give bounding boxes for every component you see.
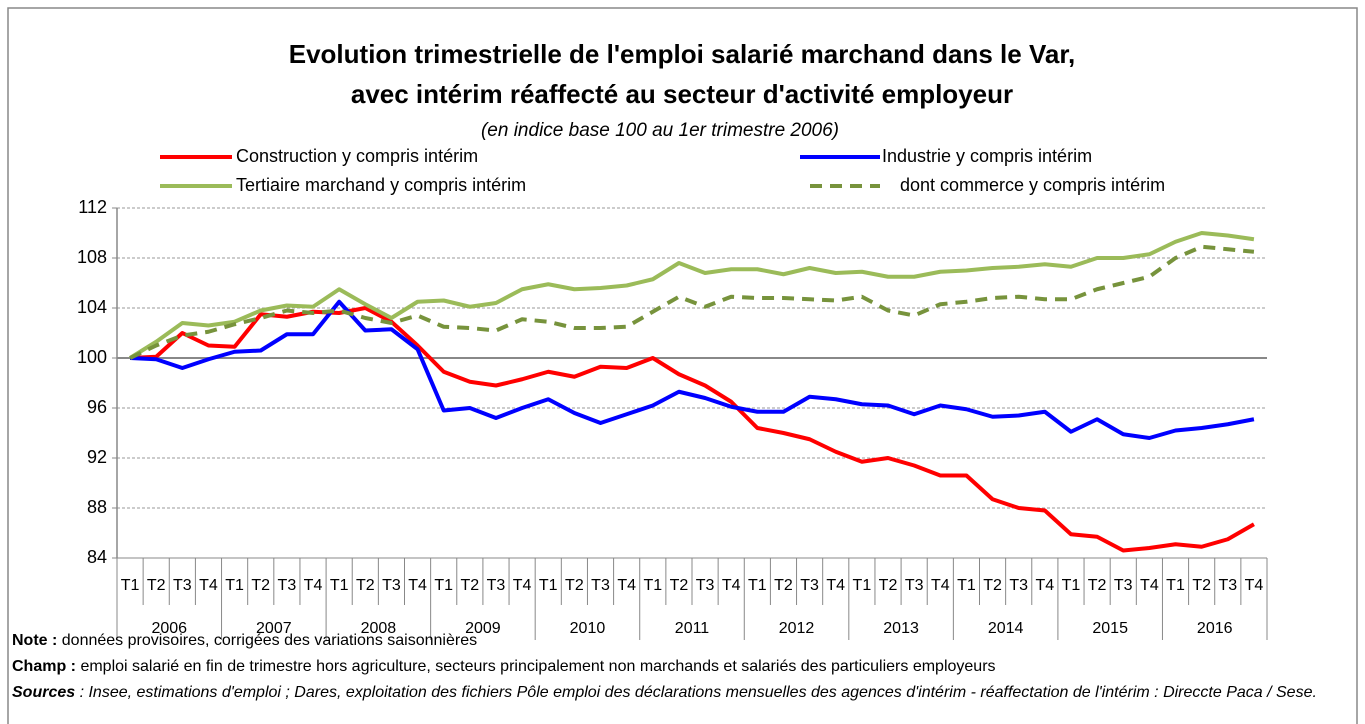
- chart-title: avec intérim réaffecté au secteur d'acti…: [351, 79, 1013, 109]
- chart-subtitle: (en indice base 100 au 1er trimestre 200…: [481, 120, 839, 141]
- y-tick-label: 92: [87, 447, 107, 467]
- series-line: [129, 244, 1255, 360]
- x-tick-label: T4: [1245, 577, 1264, 594]
- chart-title: Evolution trimestrielle de l'emploi sala…: [289, 39, 1075, 69]
- x-tick-label: T2: [356, 577, 375, 594]
- legend-label: Industrie y compris intérim: [882, 146, 1092, 166]
- x-tick-label: T2: [983, 577, 1002, 594]
- x-tick-label: T4: [199, 577, 218, 594]
- year-label: 2006: [151, 620, 187, 637]
- note: Sources : Insee, estimations d'emploi ; …: [12, 680, 1357, 706]
- x-tick-label: T3: [800, 577, 819, 594]
- x-tick-label: T4: [617, 577, 636, 594]
- series-line: [129, 299, 1255, 440]
- x-tick-label: T1: [225, 577, 244, 594]
- chart-frame: [7, 7, 1358, 724]
- year-label: 2012: [779, 620, 815, 637]
- year-label: 2015: [1092, 620, 1128, 637]
- year-label: 2007: [256, 620, 292, 637]
- x-tick-label: T2: [1088, 577, 1107, 594]
- year-label: 2014: [988, 620, 1024, 637]
- x-tick-label: T2: [565, 577, 584, 594]
- y-tick-label: 108: [77, 247, 107, 267]
- year-label: 2008: [361, 620, 397, 637]
- note-text: : Insee, estimations d'emploi ; Dares, e…: [75, 684, 1317, 701]
- x-tick-label: T1: [121, 577, 140, 594]
- year-label: 2013: [883, 620, 919, 637]
- series-line: [129, 306, 1255, 553]
- notes: Note : données provisoires, corrigées de…: [12, 628, 1357, 706]
- x-tick-label: T3: [487, 577, 506, 594]
- x-tick-label: T2: [461, 577, 480, 594]
- series-line: [129, 231, 1255, 360]
- x-tick-label: T4: [1140, 577, 1159, 594]
- x-tick-label: T2: [774, 577, 793, 594]
- x-tick-label: T4: [826, 577, 845, 594]
- note-label: Note :: [12, 632, 58, 649]
- x-tick-label: T2: [147, 577, 166, 594]
- x-tick-label: T2: [251, 577, 270, 594]
- year-label: 2009: [465, 620, 501, 637]
- y-tick-label: 112: [78, 197, 107, 217]
- x-tick-label: T4: [722, 577, 741, 594]
- x-tick-label: T3: [1114, 577, 1133, 594]
- x-tick-label: T4: [1036, 577, 1055, 594]
- note-label: Sources: [12, 684, 76, 701]
- x-tick-label: T1: [957, 577, 976, 594]
- x-tick-label: T1: [853, 577, 872, 594]
- x-tick-label: T1: [748, 577, 767, 594]
- legend-label: Construction y compris intérim: [236, 146, 478, 166]
- y-tick-label: 88: [87, 497, 107, 517]
- x-tick-label: T2: [1192, 577, 1211, 594]
- x-tick-label: T2: [879, 577, 898, 594]
- x-tick-label: T1: [330, 577, 349, 594]
- note-label: Champ :: [12, 658, 76, 675]
- year-label: 2010: [570, 620, 606, 637]
- y-tick-label: 84: [87, 547, 107, 567]
- x-tick-label: T3: [173, 577, 192, 594]
- year-label: 2011: [675, 620, 710, 637]
- x-tick-label: T3: [591, 577, 610, 594]
- x-tick-label: T3: [278, 577, 297, 594]
- x-tick-label: T4: [304, 577, 323, 594]
- x-tick-label: T1: [643, 577, 662, 594]
- x-tick-label: T1: [1166, 577, 1185, 594]
- y-tick-label: 96: [87, 397, 107, 417]
- note: Champ : emploi salarié en fin de trimest…: [12, 654, 1357, 680]
- x-tick-label: T4: [408, 577, 427, 594]
- y-tick-label: 100: [77, 347, 107, 367]
- x-tick-label: T4: [513, 577, 532, 594]
- x-tick-label: T1: [434, 577, 453, 594]
- note-text: emploi salarié en fin de trimestre hors …: [76, 658, 996, 675]
- year-label: 2016: [1197, 620, 1233, 637]
- x-tick-label: T1: [1062, 577, 1081, 594]
- note: Note : données provisoires, corrigées de…: [12, 628, 1357, 654]
- y-tick-label: 104: [77, 297, 107, 317]
- x-tick-label: T3: [382, 577, 401, 594]
- x-tick-label: T3: [1218, 577, 1237, 594]
- legend-label: dont commerce y compris intérim: [900, 175, 1165, 195]
- x-tick-label: T3: [1009, 577, 1028, 594]
- x-tick-label: T3: [905, 577, 924, 594]
- x-tick-label: T2: [670, 577, 689, 594]
- x-tick-label: T1: [539, 577, 558, 594]
- legend-label: Tertiaire marchand y compris intérim: [236, 175, 526, 195]
- x-tick-label: T3: [696, 577, 715, 594]
- note-text: données provisoires, corrigées des varia…: [57, 632, 478, 649]
- x-tick-label: T4: [931, 577, 950, 594]
